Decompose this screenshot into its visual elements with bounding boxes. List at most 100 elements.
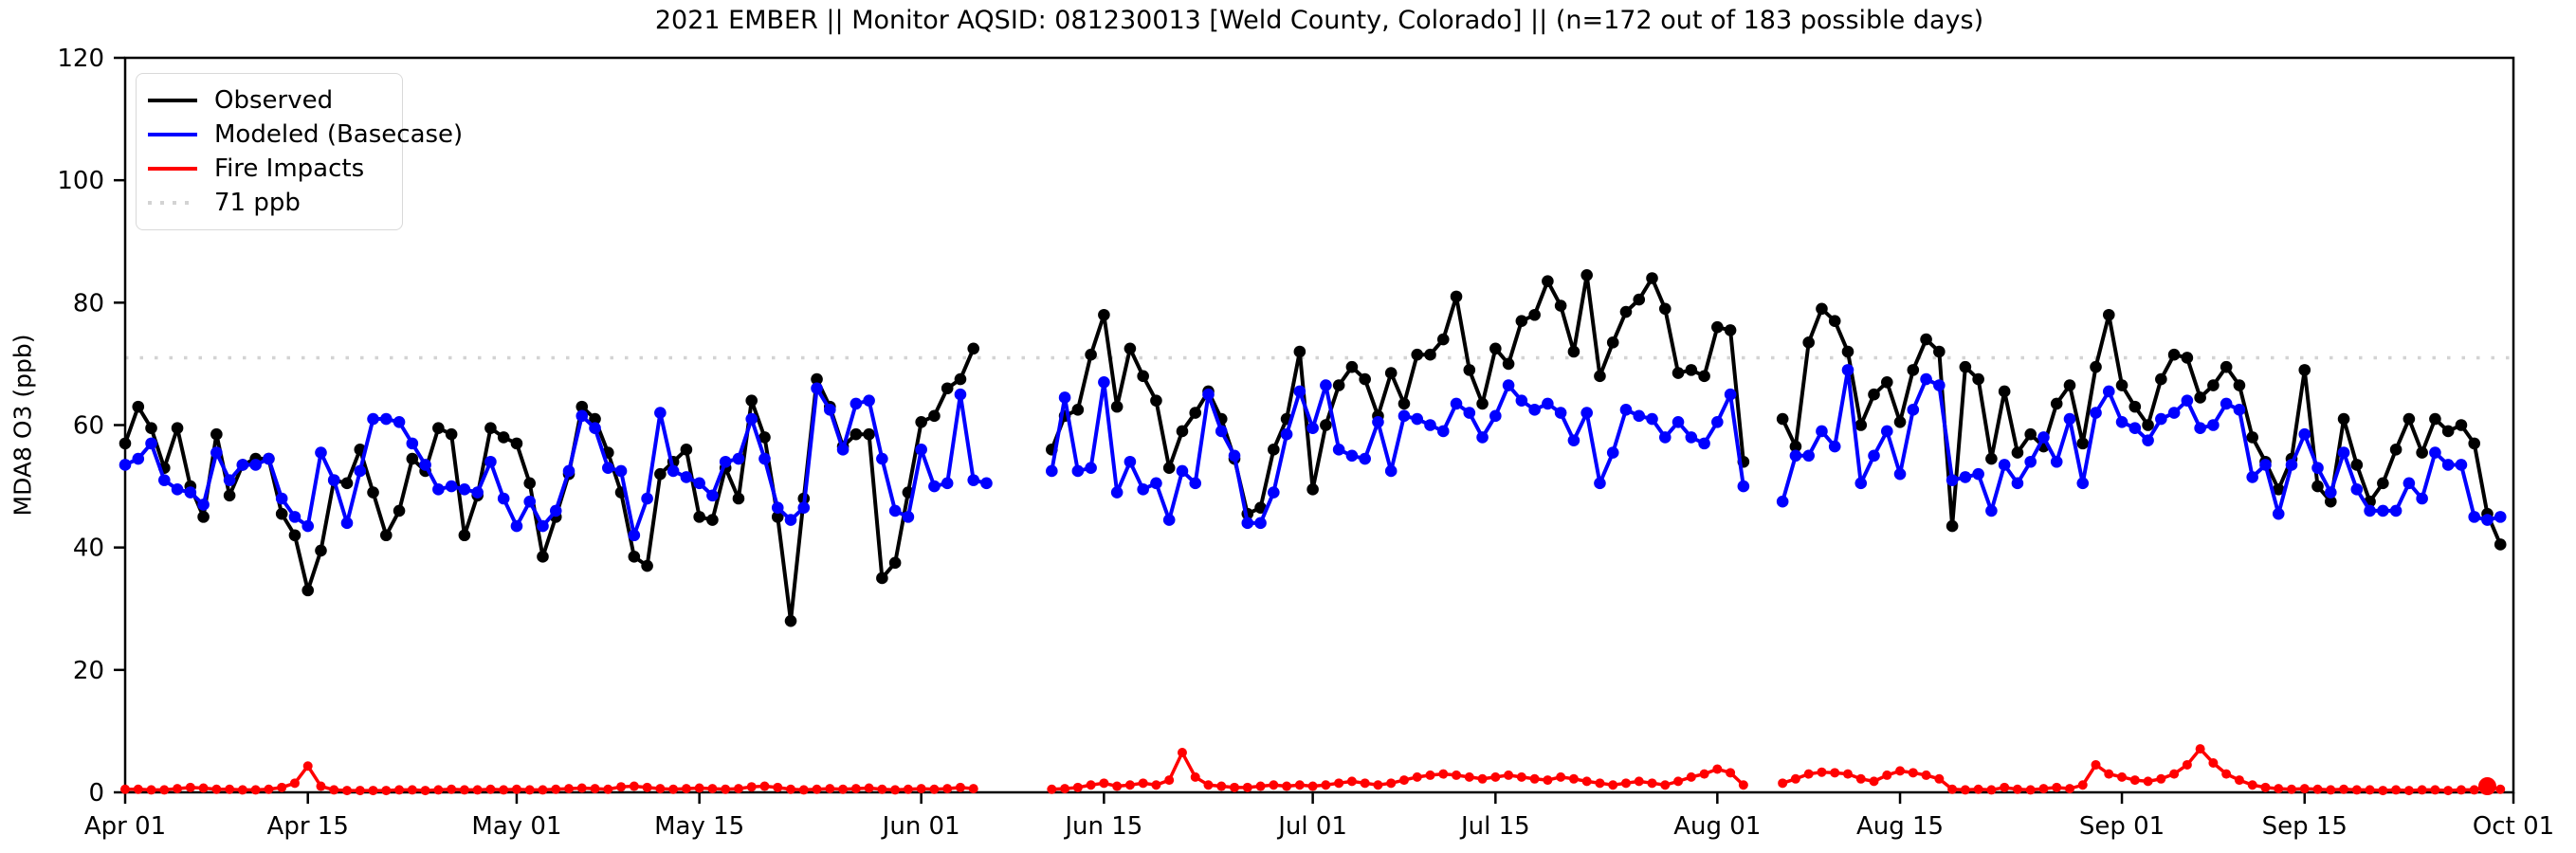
modeled-basecase-marker <box>2142 434 2154 446</box>
fire-impacts-marker <box>1255 781 1266 791</box>
fire-impacts-marker <box>1568 773 1579 784</box>
modeled-basecase-marker <box>941 477 954 490</box>
modeled-basecase-marker <box>1254 517 1267 530</box>
observed-marker <box>1619 305 1633 318</box>
modeled-basecase-marker <box>2285 459 2298 471</box>
observed-marker <box>1515 315 1528 328</box>
modeled-basecase-marker <box>614 464 628 478</box>
observed-marker <box>758 431 771 444</box>
fire-impacts-marker <box>864 783 874 793</box>
fire-impacts-marker <box>1699 769 1709 779</box>
modeled-basecase-marker <box>2076 477 2090 490</box>
observed-marker <box>458 529 471 542</box>
fire-impacts-marker <box>1151 780 1161 790</box>
observed-marker <box>2090 360 2102 373</box>
fire-impacts-marker <box>329 785 339 795</box>
fire-impacts-marker <box>1047 784 1057 794</box>
observed-marker <box>1071 404 1085 416</box>
observed-marker <box>1946 519 1959 533</box>
fire-impacts-marker <box>2286 784 2296 794</box>
fire-impacts-marker <box>1490 771 1501 782</box>
observed-marker <box>1685 364 1698 376</box>
modeled-basecase-marker <box>1241 517 1254 530</box>
observed-marker <box>2167 348 2181 361</box>
y-tick-label: 100 <box>57 167 104 195</box>
modeled-basecase-marker <box>1802 449 1815 463</box>
modeled-basecase-marker <box>1920 372 1932 386</box>
modeled-basecase-marker <box>537 519 549 533</box>
modeled-basecase-marker <box>1685 431 1698 444</box>
modeled-basecase-marker <box>157 474 171 486</box>
fire-impacts-marker <box>1934 773 1945 784</box>
modeled-basecase-marker <box>2194 422 2206 435</box>
fire-impacts-marker <box>1921 770 1931 780</box>
modeled-basecase-marker <box>393 415 406 428</box>
fire-impacts-marker <box>211 784 222 794</box>
fire-impacts-marker <box>1882 770 1892 780</box>
modeled-basecase-marker <box>2090 407 2102 419</box>
observed-marker <box>1476 397 1489 410</box>
fire-impacts-marker <box>2012 784 2022 794</box>
observed-line-swatch <box>148 99 197 102</box>
modeled-basecase-marker <box>654 407 667 419</box>
fire-impacts-marker <box>590 784 600 794</box>
modeled-basecase-marker <box>680 471 693 483</box>
y-tick-label: 120 <box>57 45 104 73</box>
modeled-basecase-marker <box>1476 431 1489 444</box>
x-tick-label: May 01 <box>471 812 561 841</box>
observed-marker <box>2233 379 2246 391</box>
fire-impacts-marker <box>825 784 835 794</box>
modeled-basecase-marker <box>2324 486 2337 499</box>
observed-marker <box>1907 364 1920 376</box>
modeled-basecase-marker <box>1176 464 1189 478</box>
fire-impacts-marker <box>2195 744 2205 754</box>
modeled-basecase-marker <box>2063 412 2076 426</box>
x-tick-label: Jun 01 <box>881 812 960 841</box>
observed-marker <box>1332 379 1345 391</box>
fire-impacts-marker <box>394 785 405 795</box>
fire-impacts-marker <box>1673 776 1684 787</box>
modeled-basecase-marker <box>2167 407 2181 419</box>
observed-marker <box>2102 308 2115 321</box>
observed-marker <box>1254 501 1267 514</box>
observed-marker <box>2455 419 2468 431</box>
observed-marker <box>1672 367 1685 379</box>
fire-impacts-marker <box>302 761 313 771</box>
modeled-basecase-marker <box>367 412 379 426</box>
fire-impacts-marker <box>459 785 469 795</box>
fire-impacts-marker <box>1269 780 1279 790</box>
modeled-basecase-marker <box>667 464 680 478</box>
modeled-basecase-marker <box>2455 459 2468 471</box>
fire-impacts-marker <box>2064 784 2074 794</box>
reference-line-swatch <box>148 200 197 206</box>
modeled-basecase-marker <box>1098 375 1110 389</box>
observed-marker <box>497 431 510 444</box>
modeled-basecase-marker <box>1110 486 1124 499</box>
fire-impacts-marker <box>721 784 731 794</box>
observed-marker <box>197 511 210 523</box>
modeled-basecase-marker <box>824 404 836 416</box>
fire-impacts-marker <box>968 784 978 794</box>
y-tick-label: 40 <box>73 535 104 563</box>
fire-impacts-marker <box>237 785 247 795</box>
y-tick-label: 60 <box>73 412 104 441</box>
fire-impacts-marker <box>1869 776 1879 787</box>
fire-impacts-marker <box>1790 773 1800 784</box>
fire-impacts-marker <box>746 782 757 792</box>
modeled-basecase-marker <box>2389 504 2402 517</box>
fire-impacts-marker <box>2077 780 2088 790</box>
modeled-basecase-marker <box>2337 446 2350 459</box>
modeled-basecase-marker <box>458 483 471 496</box>
modeled-basecase-marker <box>1580 407 1593 419</box>
modeled-basecase-marker <box>967 474 980 486</box>
observed-marker <box>1841 345 1854 358</box>
modeled-basecase-marker <box>288 511 301 523</box>
fire-impacts-marker <box>133 784 143 794</box>
observed-marker <box>1893 415 1907 428</box>
fire-impacts-marker <box>1543 775 1553 786</box>
modeled-basecase-marker <box>2207 419 2220 431</box>
observed-marker <box>1176 425 1189 438</box>
modeled-basecase-marker <box>2311 462 2324 475</box>
modeled-basecase-marker <box>510 519 523 533</box>
observed-marker <box>2181 352 2194 364</box>
